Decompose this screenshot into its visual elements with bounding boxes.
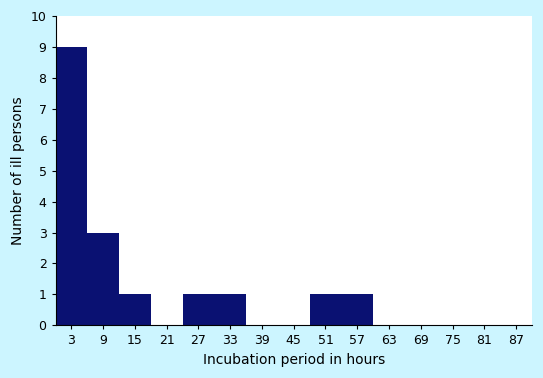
Bar	[214, 294, 246, 325]
Bar	[310, 294, 342, 325]
Bar	[342, 294, 373, 325]
Bar	[87, 232, 119, 325]
X-axis label: Incubation period in hours: Incubation period in hours	[203, 353, 385, 367]
Bar	[182, 294, 214, 325]
Bar	[55, 47, 87, 325]
Y-axis label: Number of ill persons: Number of ill persons	[11, 96, 25, 245]
Bar	[119, 294, 151, 325]
Bar	[532, 294, 543, 325]
